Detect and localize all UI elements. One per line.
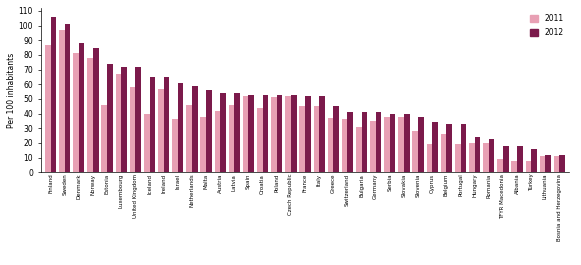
Bar [554, 156, 560, 172]
Bar [546, 155, 551, 172]
Bar [187, 105, 192, 172]
Bar [93, 47, 99, 172]
Bar [130, 87, 135, 172]
Bar [390, 114, 396, 172]
Bar [206, 90, 211, 172]
Bar [540, 156, 546, 172]
Bar [234, 93, 240, 172]
Bar [399, 117, 404, 172]
Bar [107, 64, 113, 172]
Bar [531, 149, 537, 172]
Bar [432, 122, 438, 172]
Bar [79, 43, 84, 172]
Bar [497, 159, 503, 172]
Bar [517, 146, 523, 172]
Bar [455, 144, 461, 172]
Bar [384, 117, 390, 172]
Bar [483, 143, 489, 172]
Bar [526, 161, 531, 172]
Bar [285, 96, 291, 172]
Bar [475, 137, 480, 172]
Bar [356, 127, 361, 172]
Bar [328, 118, 333, 172]
Bar [503, 146, 508, 172]
Bar [426, 144, 432, 172]
Bar [418, 117, 424, 172]
Bar [461, 124, 466, 172]
Bar [291, 95, 296, 172]
Bar [116, 74, 121, 172]
Bar [469, 143, 475, 172]
Bar [347, 112, 353, 172]
Bar [45, 45, 51, 172]
Bar [64, 24, 70, 172]
Bar [102, 105, 107, 172]
Bar [319, 96, 325, 172]
Bar [441, 134, 446, 172]
Bar [314, 106, 319, 172]
Bar [333, 106, 339, 172]
Bar [413, 131, 418, 172]
Bar [59, 30, 64, 172]
Bar [376, 112, 381, 172]
Bar [158, 89, 164, 172]
Bar [560, 155, 565, 172]
Bar [220, 93, 226, 172]
Bar [149, 77, 155, 172]
Bar [511, 161, 517, 172]
Y-axis label: Per 100 inhabitants: Per 100 inhabitants [7, 52, 16, 128]
Bar [361, 112, 367, 172]
Bar [342, 120, 347, 172]
Bar [144, 114, 149, 172]
Bar [164, 77, 169, 172]
Bar [489, 139, 494, 172]
Bar [51, 17, 56, 172]
Bar [257, 108, 263, 172]
Bar [178, 83, 184, 172]
Bar [73, 54, 79, 172]
Bar [249, 95, 254, 172]
Bar [263, 95, 268, 172]
Bar [271, 98, 277, 172]
Bar [200, 117, 206, 172]
Bar [277, 95, 282, 172]
Legend: 2011, 2012: 2011, 2012 [528, 12, 565, 40]
Bar [135, 67, 141, 172]
Bar [299, 106, 305, 172]
Bar [172, 120, 178, 172]
Bar [404, 114, 410, 172]
Bar [87, 58, 93, 172]
Bar [243, 96, 249, 172]
Bar [446, 124, 452, 172]
Bar [229, 105, 234, 172]
Bar [370, 121, 376, 172]
Bar [214, 111, 220, 172]
Bar [305, 96, 311, 172]
Bar [121, 67, 127, 172]
Bar [192, 86, 198, 172]
